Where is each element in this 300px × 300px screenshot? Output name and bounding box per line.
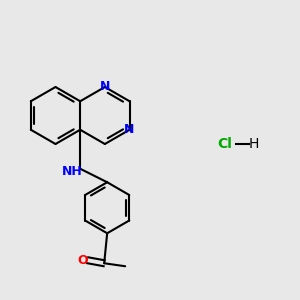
Text: N: N	[100, 80, 110, 94]
Text: O: O	[78, 254, 88, 267]
Text: Cl: Cl	[218, 137, 232, 151]
Text: N: N	[124, 123, 135, 136]
Text: H: H	[248, 137, 259, 151]
Text: NH: NH	[62, 165, 83, 178]
